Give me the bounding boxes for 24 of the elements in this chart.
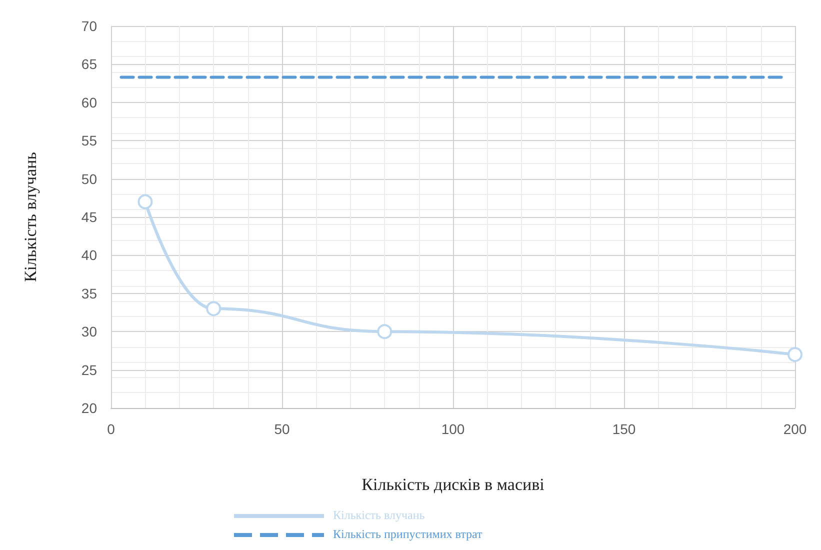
text: Кількість припустимих втрат <box>333 527 482 542</box>
y-tick-label: 55 <box>81 132 98 149</box>
text: Кількість влучань <box>333 508 425 523</box>
point <box>788 347 802 362</box>
point <box>138 194 153 210</box>
y-tick-label: 40 <box>81 247 98 264</box>
y-tick-label: 45 <box>81 209 98 225</box>
x-tick-label: 200 <box>783 421 807 437</box>
y-tick-label: 65 <box>81 56 98 72</box>
y-tick-label: 30 <box>81 324 98 340</box>
y-tick-label: 35 <box>81 285 98 302</box>
y-tick-label: 25 <box>81 362 98 378</box>
x-tick-label: 150 <box>612 421 636 437</box>
x-axis-title: Кількість дисків в масиві <box>362 475 545 494</box>
y-tick-label: 60 <box>81 94 98 110</box>
x-tick-label: 50 <box>274 421 290 437</box>
point <box>206 301 222 316</box>
x-tick-label: 0 <box>107 421 116 437</box>
y-tick-label: 50 <box>81 170 98 187</box>
x-tick-label: 100 <box>441 421 465 437</box>
point <box>377 324 392 340</box>
y-axis-title: Кількість влучань <box>21 152 40 282</box>
y-tick-label: 20 <box>81 400 98 416</box>
y-tick-label: 70 <box>81 18 98 34</box>
